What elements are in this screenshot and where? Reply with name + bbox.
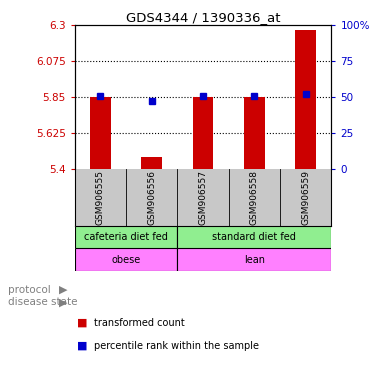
Bar — [75, 226, 177, 248]
Bar — [75, 248, 177, 271]
Text: disease state: disease state — [8, 297, 77, 307]
Text: transformed count: transformed count — [94, 318, 185, 328]
Text: GSM906559: GSM906559 — [301, 170, 310, 225]
Text: GSM906556: GSM906556 — [147, 170, 156, 225]
Bar — [295, 30, 316, 169]
Bar — [90, 97, 111, 169]
Bar — [177, 248, 331, 271]
Text: lean: lean — [244, 255, 265, 265]
Title: GDS4344 / 1390336_at: GDS4344 / 1390336_at — [126, 11, 280, 24]
Bar — [244, 97, 265, 169]
Text: protocol: protocol — [8, 285, 51, 295]
Text: GSM906558: GSM906558 — [250, 170, 259, 225]
Text: ▶: ▶ — [59, 285, 68, 295]
Text: standard diet fed: standard diet fed — [213, 232, 296, 242]
Text: ■: ■ — [77, 341, 87, 351]
Bar — [177, 226, 331, 248]
Text: cafeteria diet fed: cafeteria diet fed — [84, 232, 168, 242]
Text: GSM906555: GSM906555 — [96, 170, 105, 225]
Text: percentile rank within the sample: percentile rank within the sample — [94, 341, 259, 351]
Text: ■: ■ — [77, 318, 87, 328]
Bar — [193, 97, 213, 169]
Text: GSM906557: GSM906557 — [198, 170, 208, 225]
Bar — [141, 157, 162, 169]
Text: ▶: ▶ — [59, 297, 68, 307]
Text: obese: obese — [111, 255, 141, 265]
